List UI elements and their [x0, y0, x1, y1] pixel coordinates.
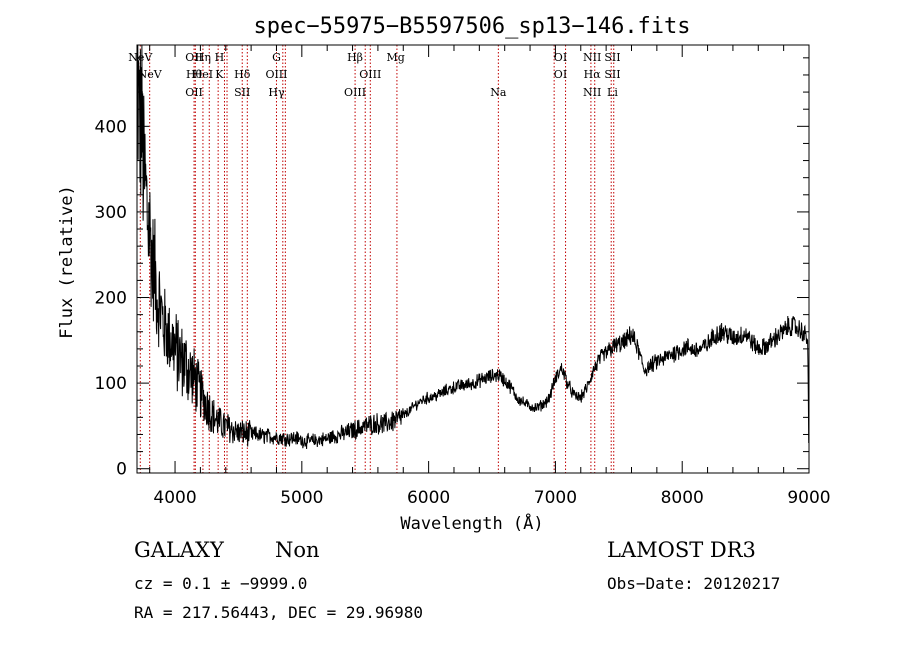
line-label-11-1: OI	[554, 68, 567, 81]
line-label-7-2: OIII	[344, 86, 366, 99]
axes: 4000 5000 6000 7000 8000 9000 0 100 200 300 400	[95, 44, 831, 508]
x-tick-label: 6000	[407, 488, 450, 508]
line-markers	[139, 45, 615, 473]
y-tick-label: 100	[95, 374, 127, 394]
line-label-4-1: K	[215, 68, 224, 81]
line-label-2-2: OII	[185, 86, 203, 99]
line-label-11-0: OI	[554, 51, 567, 64]
y-tick-label: 300	[95, 203, 127, 223]
x-tick-label: 5000	[280, 488, 323, 508]
survey-name: LAMOST DR3	[607, 538, 756, 562]
x-axis-label: Wavelength (Å)	[400, 512, 543, 534]
object-subclass: Non	[275, 538, 320, 562]
line-label-10-2: Na	[490, 86, 507, 99]
observation-date: Obs−Date: 20120217	[607, 574, 781, 593]
line-label-6-1: OIII	[265, 68, 287, 81]
line-label-9-0: Mg	[387, 51, 405, 64]
y-tick-label: 400	[95, 117, 127, 137]
line-label-6-0: G	[272, 51, 281, 64]
line-label-13-0: SII	[604, 51, 620, 64]
x-tick-label: 7000	[534, 488, 577, 508]
line-label-2-1: Hθ	[186, 68, 203, 81]
object-class: GALAXY	[134, 538, 224, 562]
line-label-1-1: NeV	[138, 68, 163, 81]
line-label-13-1: SII	[604, 68, 620, 81]
line-label-5-1: Hδ	[234, 68, 251, 81]
line-label-12-0: NII	[583, 51, 601, 64]
line-label-2-0: OII	[185, 51, 203, 64]
y-tick-label: 200	[95, 289, 127, 309]
y-tick-label: 0	[116, 460, 127, 480]
plot-frame	[136, 44, 810, 474]
line-label-6-2: Hγ	[268, 86, 285, 99]
line-label-4-0: H	[215, 51, 225, 64]
y-axis-label: Flux (relative)	[57, 185, 77, 339]
line-label-12-1: Hα	[584, 68, 602, 81]
x-tick-label: 9000	[787, 488, 830, 508]
line-label-13-2: Li	[607, 86, 618, 99]
chart-title: spec−55975−B5597506_sp13−146.fits	[253, 14, 690, 39]
redshift-cz: cz = 0.1 ± −9999.0	[134, 574, 308, 593]
x-tick-label: 4000	[153, 488, 196, 508]
coordinates: RA = 217.56443, DEC = 29.96980	[134, 603, 423, 622]
line-label-8-1: OIII	[359, 68, 381, 81]
x-tick-label: 8000	[661, 488, 704, 508]
line-label-3-0: Hη	[195, 51, 211, 64]
line-label-7-0: Hβ	[347, 51, 363, 64]
spectrum-line	[137, 44, 810, 450]
line-label-12-2: NII	[583, 86, 601, 99]
line-label-5-2: SII	[234, 86, 250, 99]
line-label-3-1: HeI	[193, 68, 213, 81]
